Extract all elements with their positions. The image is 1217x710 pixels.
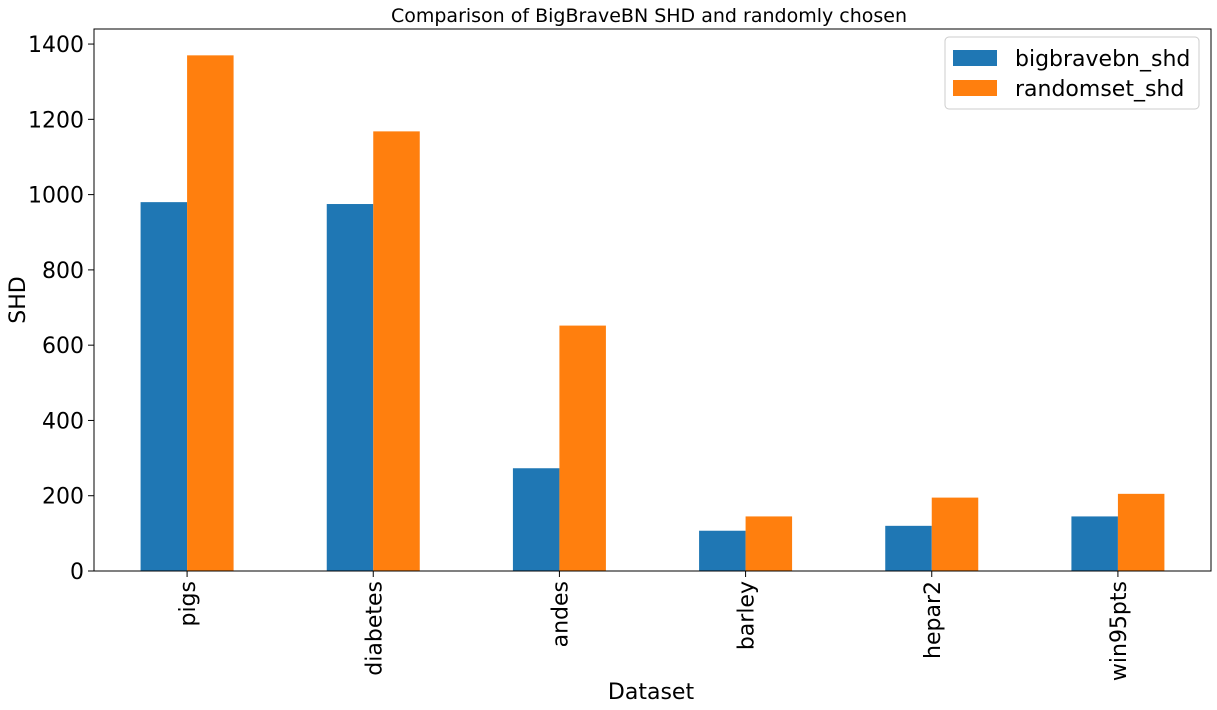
legend-swatch-bigbravebn_shd — [953, 50, 997, 66]
legend-swatch-randomset_shd — [953, 80, 997, 96]
bar-bigbravebn_shd-barley — [699, 530, 746, 571]
x-tick-label-barley: barley — [735, 581, 760, 650]
bar-randomset_shd-andes — [559, 325, 606, 571]
bar-randomset_shd-win95pts — [1117, 493, 1165, 571]
legend: bigbravebn_shd randomset_shd — [944, 36, 1200, 110]
x-tick-label-pigs: pigs — [176, 581, 201, 627]
bar-bigbravebn_shd-andes — [512, 468, 560, 571]
x-tick-label-hepar2: hepar2 — [921, 581, 946, 659]
bar-bigbravebn_shd-diabetes — [326, 204, 374, 572]
y-tick-label: 400 — [42, 409, 84, 434]
y-axis-title: SHD — [6, 276, 31, 323]
chart-title: Comparison of BigBraveBN SHD and randoml… — [391, 5, 907, 27]
x-axis-title: Dataset — [608, 680, 695, 705]
bar-bigbravebn_shd-win95pts — [1071, 516, 1118, 571]
y-tick-label: 600 — [42, 334, 84, 359]
y-tick-label: 1400 — [28, 33, 84, 58]
bar-randomset_shd-barley — [745, 516, 793, 571]
y-tick-label: 0 — [70, 560, 84, 585]
bar-bigbravebn_shd-hepar2 — [885, 525, 932, 571]
y-tick-label: 800 — [42, 259, 84, 284]
x-tick-label-andes: andes — [548, 581, 573, 647]
bar-randomset_shd-pigs — [187, 55, 234, 571]
bar-randomset_shd-diabetes — [373, 131, 420, 571]
y-tick-label: 200 — [42, 485, 84, 510]
x-tick-label-win95pts: win95pts — [1107, 581, 1132, 681]
bars-layer — [140, 55, 1165, 572]
y-axis: 0 200 400 600 800 1000 1200 1400 — [28, 33, 94, 585]
legend-frame — [944, 36, 1200, 110]
bar-bigbravebn_shd-pigs — [140, 202, 188, 571]
y-tick-label: 1200 — [28, 108, 84, 133]
x-axis: pigs diabetes andes barley hepar2 win95pts — [176, 571, 1132, 681]
legend-label-randomset_shd: randomset_shd — [1015, 77, 1184, 102]
bar-randomset_shd-hepar2 — [931, 497, 979, 571]
y-tick-label: 1000 — [28, 184, 84, 209]
plot-frame — [93, 28, 1212, 572]
x-tick-label-diabetes: diabetes — [362, 581, 387, 676]
legend-label-bigbravebn_shd: bigbravebn_shd — [1015, 47, 1190, 72]
